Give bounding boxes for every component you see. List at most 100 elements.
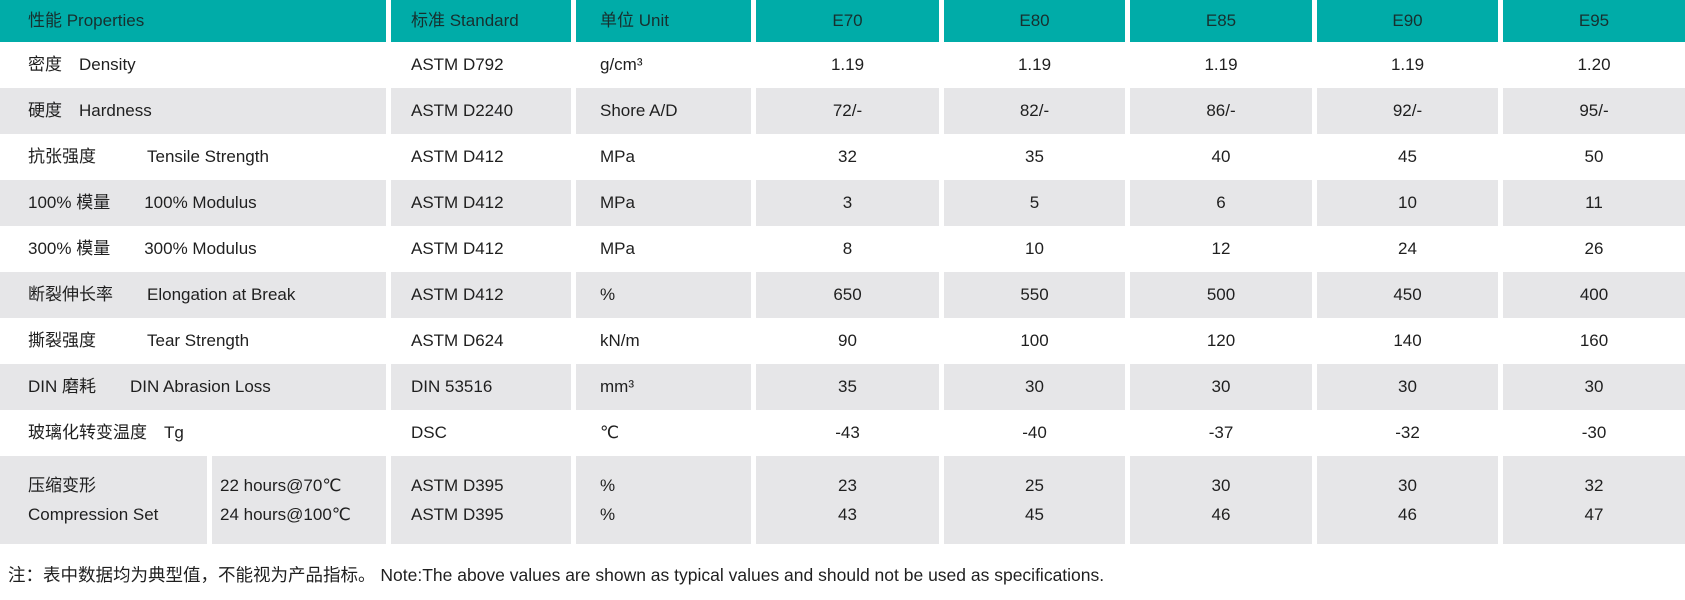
value-cell: 26 [1584, 239, 1604, 258]
standard-cell: ASTM D412 [411, 239, 504, 258]
standard-line: ASTM D395 [411, 476, 504, 495]
value-cell: 500 [1130, 272, 1312, 318]
value-cell: 160 [1579, 331, 1609, 350]
unit-cell: MPa [600, 147, 635, 166]
value-line: 47 [1584, 505, 1604, 524]
header-cell-grade-e90: E90 [1317, 0, 1498, 42]
value-cell: 23 43 [756, 456, 939, 544]
unit-cell: MPa [600, 239, 635, 258]
table-row-din-abrasion: DIN 磨耗 DIN Abrasion Loss DIN 53516 mm³ 3… [0, 364, 1685, 410]
value-cell: 72/- [756, 88, 939, 134]
value-cell: 12 [1211, 239, 1231, 258]
value-cell: 90 [838, 331, 857, 350]
value-cell: 30 [1130, 364, 1312, 410]
value-cell: 50 [1584, 147, 1604, 166]
property-cell: 抗张强度 Tensile Strength [28, 147, 269, 166]
value-cell: 30 [944, 364, 1125, 410]
value-cell: 30 [1503, 364, 1685, 410]
value-cell: 1.19 [1390, 55, 1425, 74]
value-cell: 10 [1317, 180, 1498, 226]
header-cell-grade-e95: E95 [1503, 0, 1685, 42]
unit-cell: kN/m [600, 331, 640, 350]
table-row-tensile-strength: 抗张强度 Tensile Strength ASTM D412 MPa 32 3… [0, 134, 1685, 180]
property-cell: DIN 磨耗 DIN Abrasion Loss [0, 364, 386, 410]
value-line: 30 [1211, 476, 1231, 495]
property-cell: 100% 模量 100% Modulus [0, 180, 386, 226]
standard-cell: ASTM D412 [391, 180, 571, 226]
standard-cell: ASTM D792 [411, 55, 504, 74]
value-cell: 1.19 [1017, 55, 1052, 74]
standard-cell: ASTM D395 ASTM D395 [391, 456, 571, 544]
header-cell-standard: 标准 Standard [391, 0, 571, 42]
property-cn: 压缩变形 [28, 476, 96, 495]
value-line: 25 [1025, 476, 1044, 495]
unit-cell: g/cm³ [600, 55, 643, 74]
property-cell: 密度 Density [28, 55, 136, 74]
value-cell: 100 [1020, 331, 1049, 350]
value-cell: -32 [1395, 423, 1420, 442]
value-cell: 25 45 [944, 456, 1125, 544]
header-cell-unit: 单位 Unit [576, 0, 751, 42]
value-cell: -40 [1022, 423, 1047, 442]
value-line: 32 [1584, 476, 1604, 495]
value-cell: 95/- [1503, 88, 1685, 134]
value-line: 30 [1398, 476, 1417, 495]
value-line: 43 [838, 505, 857, 524]
property-cell: 断裂伸长率 Elongation at Break [0, 272, 386, 318]
table-row-compression-set: 压缩变形 Compression Set 22 hours@70℃ 24 hou… [0, 456, 1685, 544]
value-line: 23 [838, 476, 857, 495]
value-cell: 120 [1206, 331, 1236, 350]
value-cell: -37 [1208, 423, 1234, 442]
value-cell: 86/- [1130, 88, 1312, 134]
value-cell: 3 [756, 180, 939, 226]
unit-line: % [600, 476, 616, 495]
table-row-tg: 玻璃化转变温度 Tg DSC ℃ -43 -40 -37 -32 -30 [0, 410, 1685, 456]
table-row-tear-strength: 撕裂强度 Tear Strength ASTM D624 kN/m 90 100… [0, 318, 1685, 364]
unit-cell: % % [576, 456, 751, 544]
footnote: 注：表中数据均为典型值，不能视为产品指标。 Note:The above val… [8, 565, 1105, 585]
property-cell: 玻璃化转变温度 Tg [28, 423, 184, 442]
unit-line: % [600, 505, 616, 524]
standard-cell: DIN 53516 [391, 364, 571, 410]
table-row-300-modulus: 300% 模量 300% Modulus ASTM D412 MPa 8 10 … [0, 226, 1685, 272]
header-cell-grade-e85: E85 [1130, 0, 1312, 42]
property-cell: 300% 模量 300% Modulus [28, 239, 257, 258]
properties-table: 性能 Properties 标准 Standard 单位 Unit E70 E8… [0, 0, 1685, 544]
value-cell: 550 [944, 272, 1125, 318]
value-cell: 11 [1503, 180, 1685, 226]
value-cell: 650 [756, 272, 939, 318]
condition-line: 24 hours@100℃ [220, 505, 351, 524]
value-cell: 92/- [1317, 88, 1498, 134]
table-header-row: 性能 Properties 标准 Standard 单位 Unit E70 E8… [0, 0, 1685, 42]
value-cell: 32 47 [1503, 456, 1685, 544]
value-cell: -30 [1581, 423, 1607, 442]
value-cell: 6 [1130, 180, 1312, 226]
value-cell: 82/- [944, 88, 1125, 134]
header-cell-grade-e70: E70 [756, 0, 939, 42]
standard-line: ASTM D395 [411, 505, 504, 524]
property-cell: 压缩变形 Compression Set [0, 456, 207, 544]
standard-cell: ASTM D412 [411, 147, 504, 166]
value-line: 45 [1025, 505, 1044, 524]
unit-cell: Shore A/D [576, 88, 751, 134]
value-cell: 40 [1211, 147, 1231, 166]
value-cell: 35 [756, 364, 939, 410]
condition-cell: 22 hours@70℃ 24 hours@100℃ [212, 456, 386, 544]
value-cell: 32 [838, 147, 857, 166]
value-line: 46 [1211, 505, 1231, 524]
value-line: 46 [1398, 505, 1417, 524]
unit-cell: MPa [576, 180, 751, 226]
value-cell: 24 [1398, 239, 1417, 258]
value-cell: 450 [1317, 272, 1498, 318]
table-row-hardness: 硬度 Hardness ASTM D2240 Shore A/D 72/- 82… [0, 88, 1685, 134]
unit-cell: ℃ [600, 423, 620, 442]
standard-cell: ASTM D624 [411, 331, 504, 350]
table-row-100-modulus: 100% 模量 100% Modulus ASTM D412 MPa 3 5 6… [0, 180, 1685, 226]
value-cell: 35 [1025, 147, 1044, 166]
value-cell: -43 [835, 423, 860, 442]
value-cell: 5 [944, 180, 1125, 226]
property-cell: 硬度 Hardness [0, 88, 386, 134]
table-row-density: 密度 Density ASTM D792 g/cm³ 1.19 1.19 1.1… [0, 42, 1685, 88]
property-cell: 撕裂强度 Tear Strength [28, 331, 250, 350]
standard-cell: ASTM D412 [391, 272, 571, 318]
